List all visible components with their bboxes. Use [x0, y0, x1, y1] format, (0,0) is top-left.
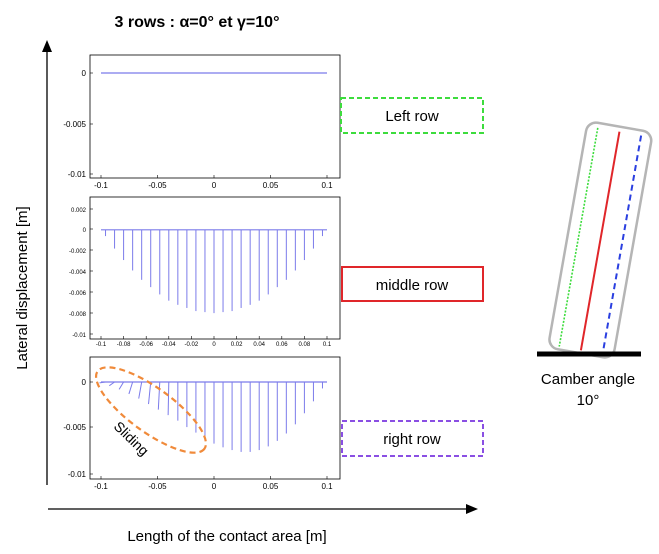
right-row-x-tick-label: -0.1: [94, 482, 108, 491]
middle-row-x-tick-label: 0.08: [299, 342, 311, 348]
right-row-x-tick-label: -0.05: [148, 482, 167, 491]
tyre-caption-line1: Camber angle: [541, 371, 635, 388]
x-axis-title: Length of the contact area [m]: [127, 528, 326, 545]
middle-row-y-tick-label: -0.004: [69, 270, 87, 276]
right-row-displacement-bar: [128, 381, 134, 395]
middle-row-y-tick-label: -0.008: [69, 312, 87, 318]
middle-row-x-tick-label: -0.06: [139, 342, 153, 348]
y-axis-title: Lateral displacement [m]: [14, 206, 31, 369]
right-row-displacement-bar: [138, 381, 143, 399]
middle-row-x-tick-label: 0.1: [323, 342, 332, 348]
middle-row-y-tick-label: 0: [83, 228, 87, 234]
right-row-displacement-bar: [109, 381, 115, 387]
right-row-displacement-bar: [157, 381, 161, 410]
left-row-x-tick-label: 0: [212, 181, 217, 190]
middle-row-x-tick-label: 0.04: [253, 342, 265, 348]
middle-row-x-tick-label: -0.04: [162, 342, 176, 348]
left-row-label: Left row: [385, 108, 439, 125]
middle-row-x-tick-label: -0.08: [117, 342, 131, 348]
right-row-y-tick-label: -0.01: [68, 470, 87, 479]
left-row-y-tick-label: 0: [82, 69, 87, 78]
right-row-displacement-bar: [148, 381, 152, 405]
tyre-left-row-line: [558, 127, 599, 347]
middle-row-x-tick-label: 0.06: [276, 342, 288, 348]
right-row-x-tick-label: 0: [212, 482, 217, 491]
right-row-box: right row: [341, 420, 484, 457]
left-row-x-tick-label: 0.05: [263, 181, 279, 190]
right-row-displacement-bar: [167, 381, 170, 416]
figure-title: 3 rows : α=0° et γ=10°: [115, 14, 280, 31]
right-row-y-tick-label: -0.005: [63, 423, 86, 432]
right-row-y-tick-label: 0: [82, 378, 87, 387]
middle-row-y-tick-label: -0.01: [72, 333, 86, 339]
middle-row-y-tick-label: 0.002: [71, 208, 87, 214]
left-row-x-tick-label: -0.1: [94, 181, 108, 190]
middle-row-x-tick-label: -0.1: [96, 342, 107, 348]
y-axis-arrow: [42, 40, 52, 485]
right-row-x-tick-label: 0.05: [263, 482, 279, 491]
left-row-panel: 0 -0.005 -0.01 -0.1 -0.05 0 0.05 0.1: [63, 54, 341, 190]
left-row-x-tick-label: 0.1: [321, 181, 333, 190]
x-axis-arrow: [48, 504, 478, 514]
left-row-box: Left row: [340, 97, 484, 134]
tyre-right-row-line: [601, 135, 643, 355]
middle-row-x-tick-label: 0.02: [231, 342, 243, 348]
right-row-panel: 0 -0.005 -0.01 -0.1 -0.05 0 0.05 0.1: [63, 356, 341, 491]
left-row-x-tick-label: -0.05: [148, 181, 167, 190]
sliding-ellipse: [94, 366, 208, 454]
middle-row-box: middle row: [341, 266, 484, 302]
right-row-label: right row: [383, 431, 441, 448]
tyre-caption-line2: 10°: [577, 392, 600, 409]
middle-row-y-tick-label: -0.002: [69, 249, 87, 255]
tyre-schematic: [548, 121, 653, 359]
right-row-displacement-bar: [118, 381, 125, 390]
middle-row-label: middle row: [376, 277, 449, 294]
right-row-x-tick-label: 0.1: [321, 482, 333, 491]
left-row-y-tick-label: -0.01: [68, 170, 87, 179]
middle-row-x-tick-label: 0: [212, 342, 216, 348]
tyre-middle-row-line: [579, 131, 621, 351]
right-row-displacement-bar: [99, 381, 106, 384]
middle-row-y-tick-label: -0.006: [69, 291, 87, 297]
middle-row-panel: 0.002 0 -0.002 -0.004 -0.006 -0.008 -0.01 -0.1 -…: [69, 196, 341, 348]
left-row-y-tick-label: -0.005: [63, 120, 86, 129]
middle-row-x-tick-label: -0.02: [185, 342, 199, 348]
